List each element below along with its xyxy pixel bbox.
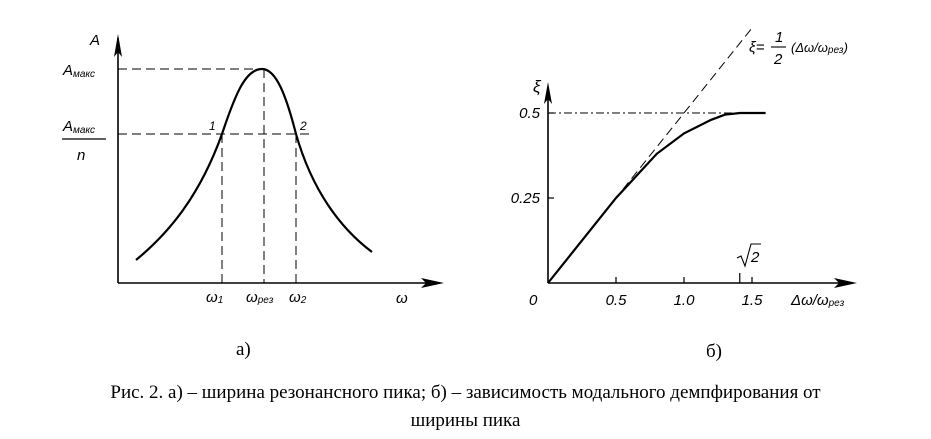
chart-b-origin-label: 0 bbox=[529, 292, 538, 309]
chart-a-point-2-label: 2 bbox=[299, 119, 307, 133]
chart-b-y-axis-label: ξ bbox=[533, 77, 542, 96]
chart-a-y-axis-label: A bbox=[89, 32, 100, 49]
chart-a: Aмакс Aмакс n A 1 2 ω1 ωрез ω2 ω bbox=[62, 32, 444, 307]
chart-a-omega2-label: ω2 bbox=[289, 289, 307, 306]
svg-text:(Δω/ωрез): (Δω/ωрез) bbox=[791, 40, 848, 56]
chart-b-reference-line bbox=[622, 27, 753, 190]
chart-b-damping-curve bbox=[547, 111, 766, 284]
chart-a-omega1-label: ω1 bbox=[206, 289, 223, 306]
chart-b-y-tick-label: 0.25 bbox=[511, 190, 541, 207]
chart-b-y-arrow bbox=[544, 82, 552, 104]
figure-caption-line-2: ширины пика bbox=[410, 410, 521, 431]
chart-a-x-axis-label: ω bbox=[396, 290, 408, 307]
chart-a-omega-res-label: ωрез bbox=[246, 289, 274, 306]
chart-b-x-tick-label: 1.0 bbox=[674, 292, 696, 309]
chart-a-n-label: n bbox=[77, 147, 85, 164]
svg-text:2: 2 bbox=[750, 249, 760, 266]
sqrt-icon bbox=[736, 243, 761, 268]
chart-b-x-tick-label: 1.5 bbox=[742, 292, 764, 309]
chart-b-x-arrow bbox=[834, 278, 857, 288]
chart-b-sublabel: б) bbox=[706, 341, 722, 362]
chart-b-formula: ξ= 1 2 (Δω/ωрез) bbox=[749, 29, 848, 68]
chart-b-y-tick-label: 0.5 bbox=[519, 105, 541, 122]
svg-text:2: 2 bbox=[773, 51, 783, 68]
chart-a-sublabel: а) bbox=[236, 339, 251, 360]
chart-b: 0.25 0.5 0.5 1.0 1.5 ξ 0 Δω/ωрез 2 ξ= 1 2 (Δ… bbox=[511, 27, 857, 309]
chart-a-point-1-label: 1 bbox=[209, 119, 216, 133]
figure-caption-line-1: Рис. 2. а) – ширина резонансного пика; б… bbox=[110, 382, 821, 403]
chart-a-x-arrow bbox=[421, 278, 444, 288]
chart-a-amax-label: Aмакс bbox=[62, 62, 95, 80]
chart-a-resonance-curve bbox=[135, 67, 373, 261]
chart-b-ticks: 0.25 0.5 0.5 1.0 1.5 bbox=[511, 105, 763, 309]
chart-a-y-arrow bbox=[114, 34, 122, 57]
chart-b-x-tick-label: 0.5 bbox=[606, 292, 628, 309]
chart-b-sqrt2-label: 2 bbox=[736, 243, 761, 268]
chart-a-amax-n-label: Aмакс bbox=[62, 118, 95, 136]
chart-b-x-axis-label: Δω/ωрез bbox=[790, 292, 845, 309]
svg-text:1: 1 bbox=[775, 29, 783, 46]
svg-text:ξ=: ξ= bbox=[749, 39, 765, 56]
